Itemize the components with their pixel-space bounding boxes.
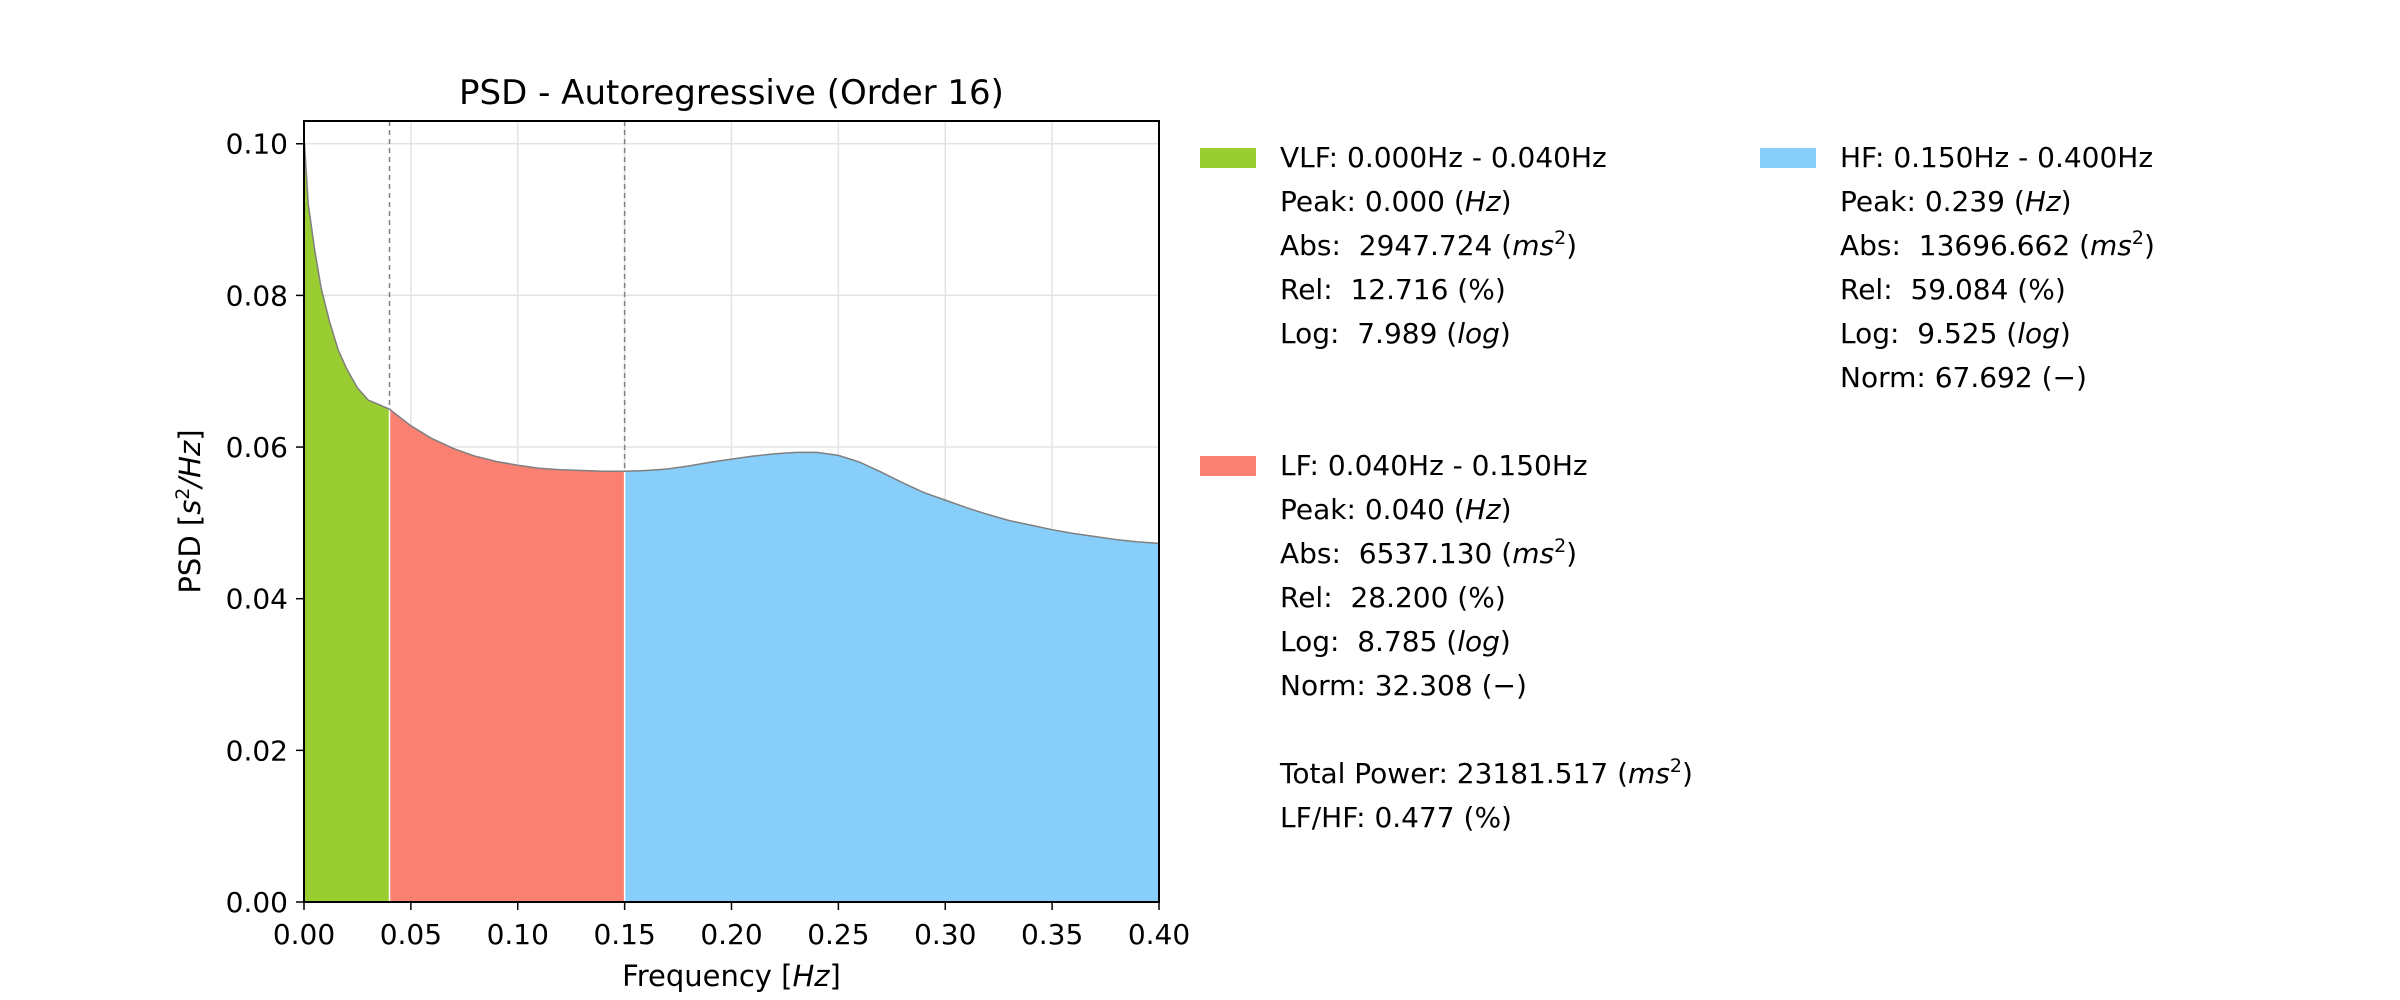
y-tick-label: 0.10	[226, 128, 288, 161]
vlf-legend-swatch	[1200, 148, 1256, 168]
lf-stat-line: Norm: 32.308 (−)	[1280, 669, 1527, 702]
vlf-stat-line: Log: 7.989 (log)	[1280, 317, 1511, 350]
y-axis-ticks: 0.00 0.02 0.04 0.06 0.08 0.10	[226, 128, 304, 919]
x-tick-label: 0.35	[1021, 918, 1083, 951]
vlf-band-area	[304, 136, 390, 903]
lf-stat-line: Log: 8.785 (log)	[1280, 625, 1511, 658]
lf-stat-line: Abs: 6537.130 (ms2)	[1280, 535, 1578, 571]
chart-title: PSD - Autoregressive (Order 16)	[459, 73, 1004, 113]
hf-stat-line: Abs: 13696.662 (ms2)	[1840, 227, 2155, 263]
x-tick-label: 0.10	[487, 918, 549, 951]
total-stat-line: LF/HF: 0.477 (%)	[1280, 801, 1512, 834]
total-stat-line: Total Power: 23181.517 (ms2)	[1280, 755, 1693, 791]
hf-band-area	[624, 452, 1159, 902]
band-boundary-lines	[388, 121, 626, 902]
x-tick-label: 0.20	[700, 918, 762, 951]
lf-stat-line: Rel: 28.200 (%)	[1280, 581, 1506, 614]
hf-stat-line: Rel: 59.084 (%)	[1840, 273, 2066, 306]
y-axis-label: PSD [s2/Hz]	[172, 429, 207, 593]
vlf-legend-label: VLF: 0.000Hz - 0.040Hz	[1280, 141, 1607, 174]
lf-legend-entry: LF: 0.040Hz - 0.150Hz	[1200, 444, 1693, 488]
x-tick-label: 0.25	[807, 918, 869, 951]
hf-stat-line: Norm: 67.692 (−)	[1840, 361, 2087, 394]
x-axis-ticks: 0.00 0.05 0.10 0.15 0.20 0.25 0.30 0.35 0.40	[273, 902, 1190, 951]
legend-right: HF: 0.150Hz - 0.400Hz Peak: 0.239 (Hz) Abs…	[1760, 136, 2155, 400]
x-tick-label: 0.00	[273, 918, 335, 951]
y-tick-label: 0.06	[226, 431, 288, 464]
lf-stat-line: Peak: 0.040 (Hz)	[1280, 493, 1512, 526]
hf-stat-line: Log: 9.525 (log)	[1840, 317, 2071, 350]
band-areas	[304, 136, 1159, 903]
x-axis-label: Frequency [Hz]	[622, 959, 841, 993]
x-tick-label: 0.30	[914, 918, 976, 951]
y-tick-label: 0.04	[226, 583, 288, 616]
legend-left: VLF: 0.000Hz - 0.040Hz Peak: 0.000 (Hz) Ab…	[1200, 136, 1693, 840]
hf-stat-line: Peak: 0.239 (Hz)	[1840, 185, 2072, 218]
lf-legend-swatch	[1200, 456, 1256, 476]
lf-band-area	[389, 409, 625, 902]
x-tick-label: 0.05	[380, 918, 442, 951]
x-tick-label: 0.15	[593, 918, 655, 951]
hf-legend-label: HF: 0.150Hz - 0.400Hz	[1840, 141, 2154, 174]
vlf-stat-line: Rel: 12.716 (%)	[1280, 273, 1506, 306]
y-tick-label: 0.08	[226, 279, 288, 312]
vlf-legend-entry: VLF: 0.000Hz - 0.040Hz	[1200, 136, 1693, 180]
y-tick-label: 0.02	[226, 734, 288, 767]
vlf-stat-line: Peak: 0.000 (Hz)	[1280, 185, 1512, 218]
x-tick-label: 0.40	[1128, 918, 1190, 951]
y-tick-label: 0.00	[226, 886, 288, 919]
vlf-stat-line: Abs: 2947.724 (ms2)	[1280, 227, 1578, 263]
hf-legend-entry: HF: 0.150Hz - 0.400Hz	[1760, 136, 2155, 180]
lf-legend-label: LF: 0.040Hz - 0.150Hz	[1280, 449, 1588, 482]
hf-legend-swatch	[1760, 148, 1816, 168]
psd-curve	[303, 136, 1160, 545]
